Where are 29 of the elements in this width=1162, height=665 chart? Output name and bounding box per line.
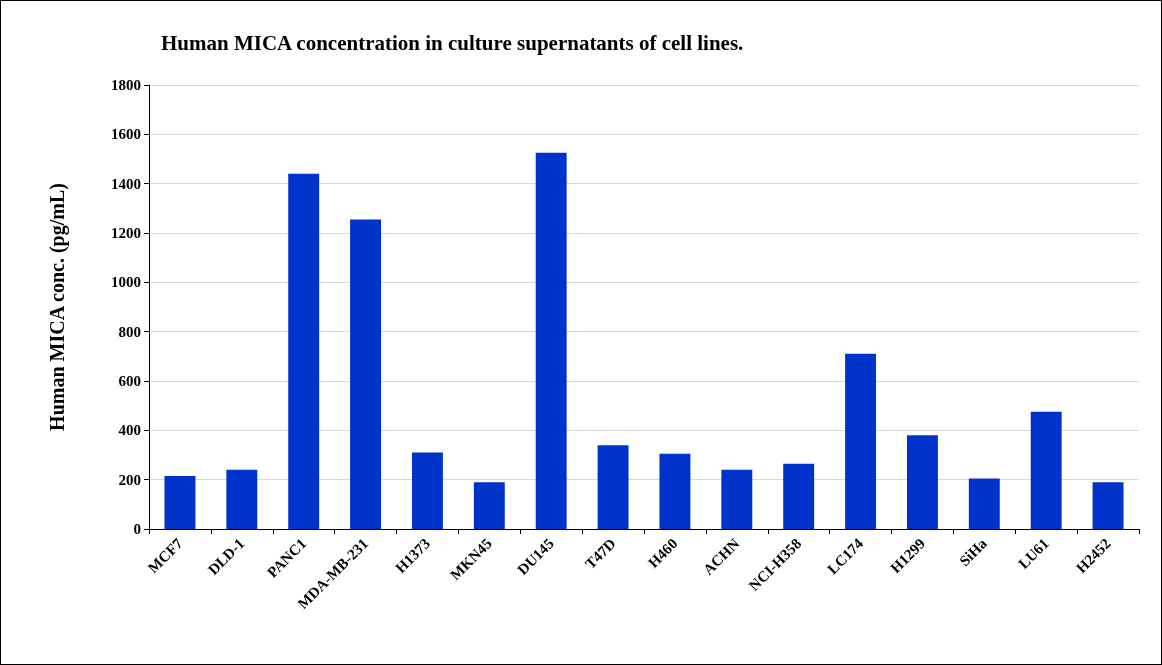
x-tick-label: SiHa bbox=[956, 534, 991, 570]
y-tick-label: 400 bbox=[118, 422, 141, 439]
y-tick-label: 1200 bbox=[111, 225, 141, 241]
y-tick-label: 800 bbox=[118, 323, 141, 340]
bar bbox=[288, 173, 320, 529]
bar bbox=[659, 453, 691, 529]
bar bbox=[597, 445, 629, 529]
y-axis-title: Human MICA conc. (pg/mL) bbox=[46, 183, 69, 431]
bar bbox=[721, 469, 753, 529]
y-tick-label: 1800 bbox=[111, 77, 141, 93]
bar bbox=[350, 219, 382, 529]
y-tick-label: 0 bbox=[133, 521, 141, 537]
y-tick-label: 1400 bbox=[111, 175, 141, 192]
y-tick-label: 600 bbox=[118, 373, 141, 389]
bar bbox=[164, 475, 196, 529]
bar bbox=[226, 469, 258, 529]
y-tick-label: 1000 bbox=[111, 274, 141, 291]
y-tick-label: 200 bbox=[118, 471, 141, 488]
bar bbox=[1030, 411, 1062, 529]
bar bbox=[783, 463, 815, 529]
bar bbox=[845, 353, 877, 529]
bar bbox=[968, 478, 1000, 529]
bar bbox=[906, 435, 938, 529]
bar bbox=[473, 482, 505, 529]
bar bbox=[535, 152, 567, 529]
bar bbox=[411, 452, 443, 529]
y-tick-label: 1600 bbox=[111, 126, 141, 143]
bar bbox=[1092, 482, 1124, 529]
chart-title: Human MICA concentration in culture supernatants of cell lines. bbox=[161, 30, 744, 55]
